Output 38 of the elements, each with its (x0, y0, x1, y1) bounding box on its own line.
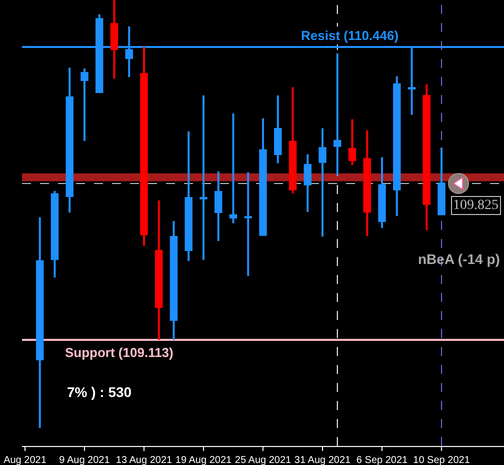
candlestick (288, 86, 297, 194)
candlestick (36, 216, 44, 429)
candlestick (214, 170, 222, 242)
x-tick-label: 25 Aug 2021 (234, 455, 292, 465)
annotation: 7% ) : 530 (67, 384, 132, 400)
x-tick-label: 6 Sep 2021 (356, 455, 408, 465)
candlestick (50, 190, 59, 278)
candlestick (304, 153, 312, 214)
ref-line-label: Support (109.113) (65, 345, 174, 360)
candlestick (378, 156, 386, 230)
candlestick (184, 130, 192, 262)
candlestick (66, 66, 74, 214)
candlestick (438, 146, 446, 216)
candlestick (422, 83, 431, 232)
candlestick (170, 220, 178, 341)
x-tick-label: 31 Aug 2021 (294, 455, 352, 465)
candlestick (110, 0, 118, 80)
candlestick (259, 117, 267, 236)
x-tick-label: 13 Aug 2021 (116, 455, 173, 465)
candlestick (140, 46, 148, 247)
candlestick (200, 94, 208, 261)
x-tick-label: 10 Sep 2021 (413, 455, 470, 465)
ref-line-label: 109.825 (453, 198, 498, 213)
candlestick (393, 75, 401, 217)
candlestick (229, 112, 238, 224)
candlestick (334, 52, 342, 176)
candlestick (80, 68, 88, 142)
candlestick (155, 199, 163, 341)
x-tick-label: 9 Aug 2021 (59, 455, 110, 465)
ref-line-label: Resist (110.446) (301, 28, 399, 43)
candlestick (348, 118, 356, 166)
candlestick (274, 94, 282, 164)
candlestick (244, 171, 252, 277)
x-tick-label: Aug 2021 (4, 455, 47, 465)
annotation: nBeA (-14 p) (418, 251, 500, 267)
candlestick (363, 129, 371, 237)
candlestick (318, 127, 326, 238)
x-tick-label: 19 Aug 2021 (175, 455, 232, 465)
